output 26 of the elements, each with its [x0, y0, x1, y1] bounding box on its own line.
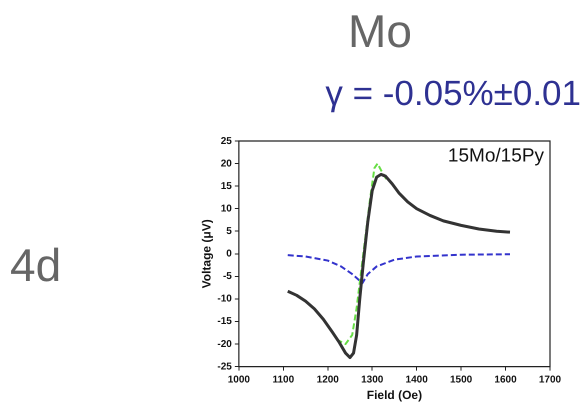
x-tick-label: 1500	[450, 374, 473, 386]
y-tick-label: -25	[217, 361, 232, 372]
y-tick-label: -15	[217, 316, 232, 328]
x-tick-label: 1300	[361, 374, 384, 386]
y-tick-label: 0	[226, 248, 232, 260]
chart-title: Mo	[347, 4, 413, 58]
x-tick-label: 1100	[272, 374, 295, 386]
y-tick-label: 5	[226, 226, 232, 237]
y-axis-title: Voltage (μV)	[200, 219, 214, 288]
x-tick-label: 1000	[228, 374, 250, 386]
chart-subtitle: γ = -0.05%±0.01	[325, 74, 581, 114]
annotation: 15Mo/15Py	[448, 146, 544, 167]
y-tick-label: 15	[220, 180, 232, 192]
y-tick-label: 10	[220, 203, 232, 214]
y-tick-label: -20	[217, 338, 232, 350]
x-tick-label: 1600	[494, 374, 518, 386]
y-tick-label: -10	[217, 294, 232, 305]
x-tick-label: 1400	[406, 374, 428, 386]
y-tick-label: 20	[220, 158, 232, 170]
y-tick-label: 25	[220, 136, 232, 147]
x-axis-title: Field (Oe)	[366, 388, 422, 402]
y-tick-label: -5	[222, 271, 232, 282]
text: 4d	[10, 238, 62, 292]
x-tick-label: 1700	[538, 374, 562, 386]
line-series	[286, 253, 511, 284]
x-tick-label: 1200	[316, 374, 340, 386]
